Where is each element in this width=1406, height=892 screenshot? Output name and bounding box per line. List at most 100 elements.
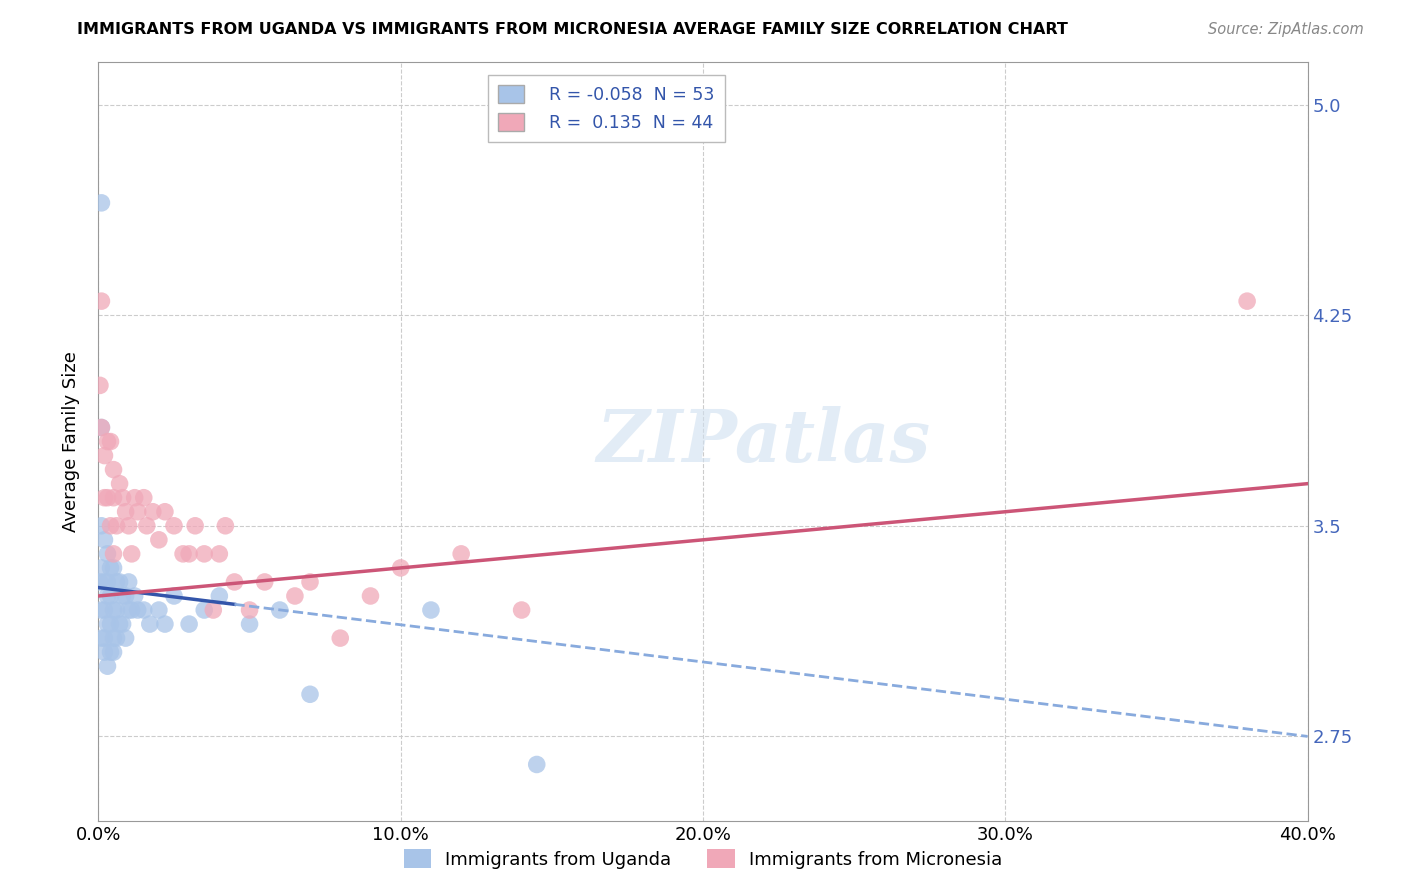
Point [360, 589, 382, 603]
Point [114, 589, 136, 603]
Point [96, 659, 118, 673]
Point [90, 420, 112, 434]
Point [239, 617, 262, 632]
Point [93, 449, 115, 463]
Point [108, 617, 131, 632]
Point [118, 603, 141, 617]
Point [208, 547, 231, 561]
Point [239, 603, 262, 617]
Point [90, 518, 112, 533]
Point [124, 589, 146, 603]
Point [269, 603, 291, 617]
Point [114, 631, 136, 645]
Point [90, 195, 112, 210]
Point [100, 434, 122, 449]
Point [108, 574, 131, 589]
Point [114, 505, 136, 519]
Point [135, 518, 157, 533]
Point [90, 603, 112, 617]
Point [139, 617, 162, 632]
Point [108, 476, 131, 491]
Text: Source: ZipAtlas.com: Source: ZipAtlas.com [1208, 22, 1364, 37]
Point [105, 603, 128, 617]
Point [96, 547, 118, 561]
Point [103, 631, 125, 645]
Point [93, 645, 115, 659]
Point [202, 603, 225, 617]
Point [100, 645, 122, 659]
Point [93, 491, 115, 505]
Point [105, 518, 128, 533]
Point [89, 574, 111, 589]
Point [100, 589, 122, 603]
Point [100, 561, 122, 575]
Point [284, 589, 307, 603]
Point [90, 294, 112, 309]
Point [153, 505, 176, 519]
Point [127, 505, 149, 519]
Point [124, 491, 146, 505]
Point [148, 533, 170, 547]
Point [132, 491, 155, 505]
Point [208, 589, 231, 603]
Legend:   R = -0.058  N = 53,   R =  0.135  N = 44: R = -0.058 N = 53, R = 0.135 N = 44 [488, 75, 725, 142]
Point [163, 589, 186, 603]
Point [329, 631, 352, 645]
Point [389, 561, 412, 575]
Text: IMMIGRANTS FROM UGANDA VS IMMIGRANTS FROM MICRONESIA AVERAGE FAMILY SIZE CORRELA: IMMIGRANTS FROM UGANDA VS IMMIGRANTS FRO… [77, 22, 1069, 37]
Point [214, 518, 236, 533]
Point [100, 518, 122, 533]
Point [89, 378, 111, 392]
Point [121, 603, 143, 617]
Point [96, 434, 118, 449]
Point [96, 574, 118, 589]
Point [184, 518, 207, 533]
Point [224, 574, 246, 589]
Point [90, 631, 112, 645]
Point [118, 574, 141, 589]
Point [253, 574, 276, 589]
Point [526, 757, 548, 772]
Point [676, 884, 699, 892]
Point [103, 645, 125, 659]
Point [111, 491, 134, 505]
Point [93, 631, 115, 645]
Point [172, 547, 194, 561]
Point [100, 617, 122, 632]
Text: ZIPatlas: ZIPatlas [596, 406, 931, 477]
Point [121, 547, 143, 561]
Point [118, 518, 141, 533]
Point [93, 574, 115, 589]
Point [103, 491, 125, 505]
Point [96, 491, 118, 505]
Y-axis label: Average Family Size: Average Family Size [62, 351, 80, 532]
Point [193, 547, 215, 561]
Point [299, 574, 322, 589]
Point [299, 687, 322, 701]
Point [103, 462, 125, 476]
Point [103, 561, 125, 575]
Point [105, 574, 128, 589]
Point [103, 603, 125, 617]
Point [96, 617, 118, 632]
Point [450, 547, 472, 561]
Legend: Immigrants from Uganda, Immigrants from Micronesia: Immigrants from Uganda, Immigrants from … [396, 842, 1010, 876]
Point [96, 589, 118, 603]
Point [132, 603, 155, 617]
Point [105, 631, 128, 645]
Point [193, 603, 215, 617]
Point [111, 617, 134, 632]
Point [510, 603, 533, 617]
Point [93, 533, 115, 547]
Point [142, 505, 165, 519]
Point [179, 547, 201, 561]
Point [148, 603, 170, 617]
Point [93, 603, 115, 617]
Point [103, 547, 125, 561]
Point [420, 603, 443, 617]
Point [179, 617, 201, 632]
Point [127, 603, 149, 617]
Point [90, 420, 112, 434]
Point [163, 518, 186, 533]
Point [1236, 294, 1258, 309]
